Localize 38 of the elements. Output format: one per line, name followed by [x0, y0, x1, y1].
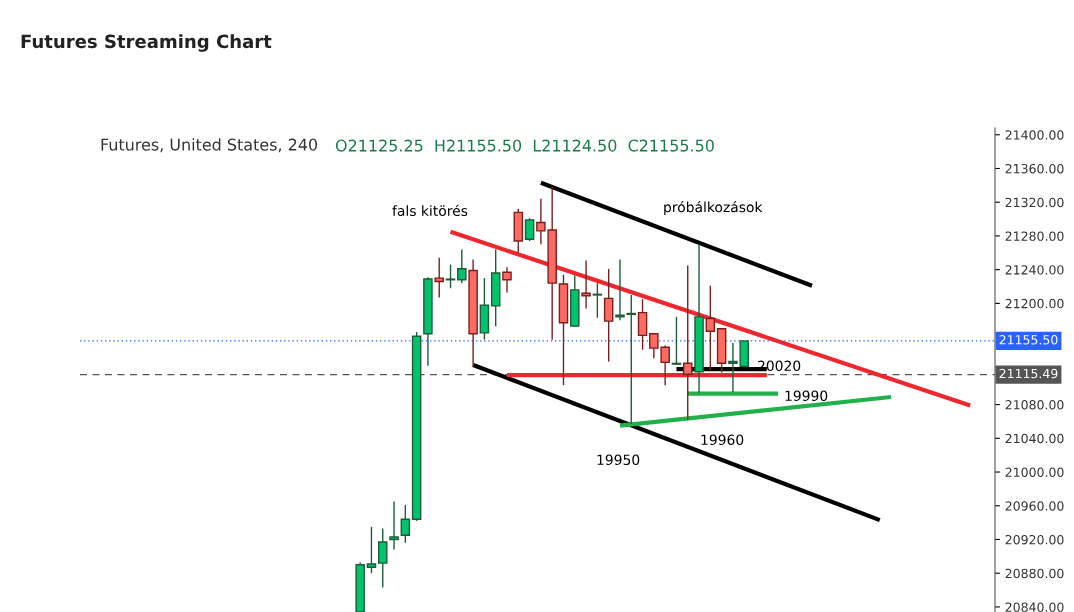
y-tick-label: 20840.00	[1005, 602, 1064, 612]
y-tick-label: 20920.00	[1005, 534, 1064, 545]
candlestick	[524, 217, 535, 242]
candlestick	[457, 248, 467, 284]
y-tick-label: 21400.00	[1005, 130, 1064, 140]
y-tick-label: 21000.00	[1005, 467, 1064, 477]
annotation: 19950	[597, 454, 640, 466]
candlestick	[671, 316, 682, 366]
y-tick-label: 21200.00	[1005, 298, 1064, 309]
candlestick	[400, 504, 411, 544]
candlestick	[592, 282, 603, 319]
candlestick	[682, 264, 693, 421]
ref-line-label: 21155.50	[999, 335, 1058, 345]
candlestick	[705, 284, 716, 371]
y-tick-label: 21280.00	[1005, 231, 1064, 241]
annotation: 19990	[785, 390, 828, 402]
candlestick	[366, 526, 377, 574]
candlestick	[389, 500, 399, 551]
candlestick	[434, 257, 444, 299]
y-tick-label: 20880.00	[1005, 568, 1064, 579]
y-tick-label: 21040.00	[1005, 433, 1064, 444]
annotation: fals kitörés	[392, 204, 468, 217]
candlestick	[603, 268, 614, 363]
candlestick	[502, 266, 512, 294]
y-tick-label: 20960.00	[1005, 501, 1064, 511]
ref-line-label: 21115.49	[999, 368, 1058, 379]
y-tick-label: 21240.00	[1005, 265, 1064, 275]
text: Futures, United States, 240	[101, 138, 318, 153]
candlestick	[445, 263, 456, 289]
candlestick	[637, 298, 648, 351]
candlestick	[377, 527, 388, 589]
annotation: próbálkozások	[664, 201, 763, 215]
y-tick-label: 21080.00	[1005, 400, 1064, 410]
text: Futures Streaming Chart	[21, 34, 272, 52]
y-tick-label: 21320.00	[1005, 197, 1064, 208]
annotation: 19960	[701, 434, 744, 446]
annotation: O21125.25 H21155.50 L21124.50 C21155.50	[335, 139, 714, 152]
y-tick-label: 21360.00	[1005, 163, 1064, 174]
